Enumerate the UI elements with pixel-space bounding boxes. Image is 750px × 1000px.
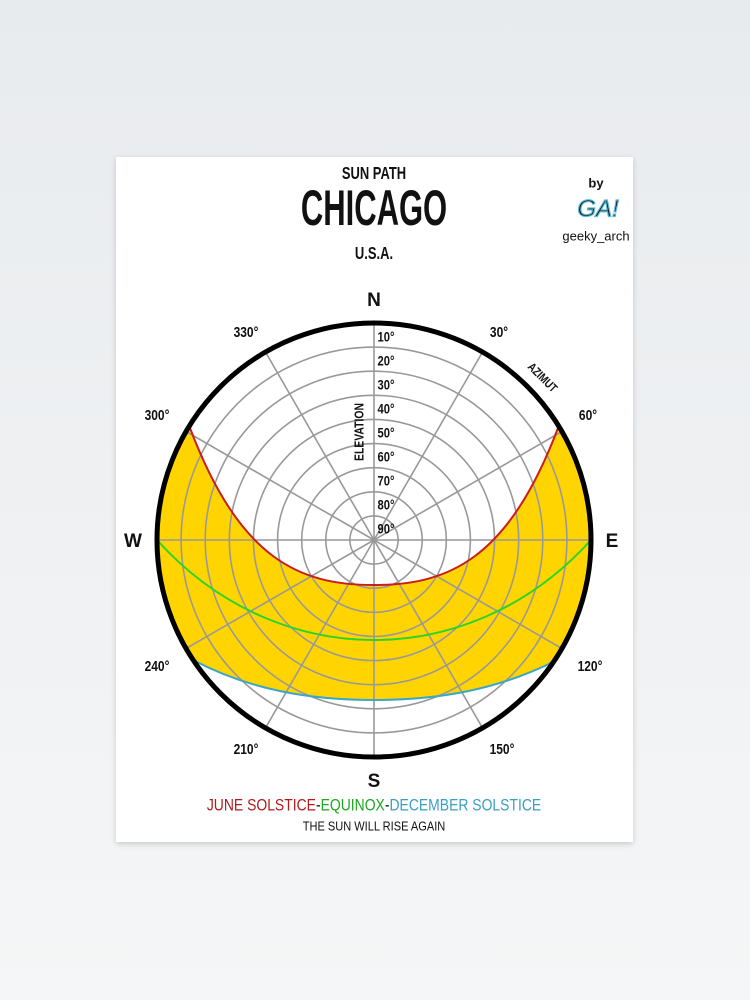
elevation-title: ELEVATION xyxy=(352,403,366,461)
azimuth-label: 210° xyxy=(234,741,259,758)
sun-path-diagram xyxy=(154,320,594,760)
azimuth-label: 30° xyxy=(490,324,508,341)
azimuth-spoke xyxy=(373,539,563,650)
elevation-label: 90° xyxy=(378,522,395,537)
elevation-label: 30° xyxy=(378,378,395,393)
azimuth-spoke xyxy=(373,351,484,541)
legend-item: JUNE SOLSTICE xyxy=(207,796,316,815)
azimuth-label: 330° xyxy=(234,324,259,341)
azimuth-spoke xyxy=(264,351,375,541)
elevation-labels: 10° 20° 30° 40° 50° 60° 70° 80° 90° xyxy=(378,330,395,537)
azimuth-label: 300° xyxy=(145,407,170,424)
azimuth-spoke xyxy=(373,430,563,541)
legend-item: EQUINOX xyxy=(321,796,386,815)
elevation-label: 20° xyxy=(378,354,395,369)
legend-item: - xyxy=(316,796,321,815)
title: SUN PATH xyxy=(342,164,406,184)
elevation-label: 70° xyxy=(378,474,395,489)
azimuth-label: 150° xyxy=(490,741,515,758)
legend-line: JUNE SOLSTICE-EQUINOX-DECEMBER SOLSTICE xyxy=(207,796,541,815)
elevation-label: 80° xyxy=(378,498,395,513)
east-label: E xyxy=(606,531,619,552)
horizon-circle xyxy=(154,320,594,760)
legend: JUNE SOLSTICE-EQUINOX-DECEMBER SOLSTICE xyxy=(207,796,541,815)
equinox-path xyxy=(156,539,592,642)
credit-by: by xyxy=(588,175,604,190)
west-label: W xyxy=(124,531,142,552)
legend-item: DECEMBER SOLSTICE xyxy=(389,796,541,815)
azimuth-spoke xyxy=(185,539,375,650)
elevation-label: 60° xyxy=(378,450,395,465)
sun-area xyxy=(157,428,592,700)
azimuth-spoke xyxy=(185,430,375,541)
elevation-label: 10° xyxy=(378,330,395,345)
elevation-label: 40° xyxy=(378,402,395,417)
north-label: N xyxy=(367,290,381,311)
city: CHICAGO xyxy=(301,180,447,236)
azimuth-label: 120° xyxy=(578,658,603,675)
azimuth-label: 60° xyxy=(579,407,597,424)
elevation-label: 50° xyxy=(378,426,395,441)
azimuth-label: 240° xyxy=(145,658,170,675)
june-solstice-path xyxy=(189,427,559,587)
december-solstice-path xyxy=(192,659,558,702)
tagline: THE SUN WILL RISE AGAIN xyxy=(303,819,445,834)
south-label: S xyxy=(368,771,381,792)
country: U.S.A. xyxy=(355,244,393,264)
legend-item: - xyxy=(385,796,390,815)
credit-logo: GA! xyxy=(577,195,619,222)
credit-handle: geeky_arch xyxy=(562,228,629,243)
